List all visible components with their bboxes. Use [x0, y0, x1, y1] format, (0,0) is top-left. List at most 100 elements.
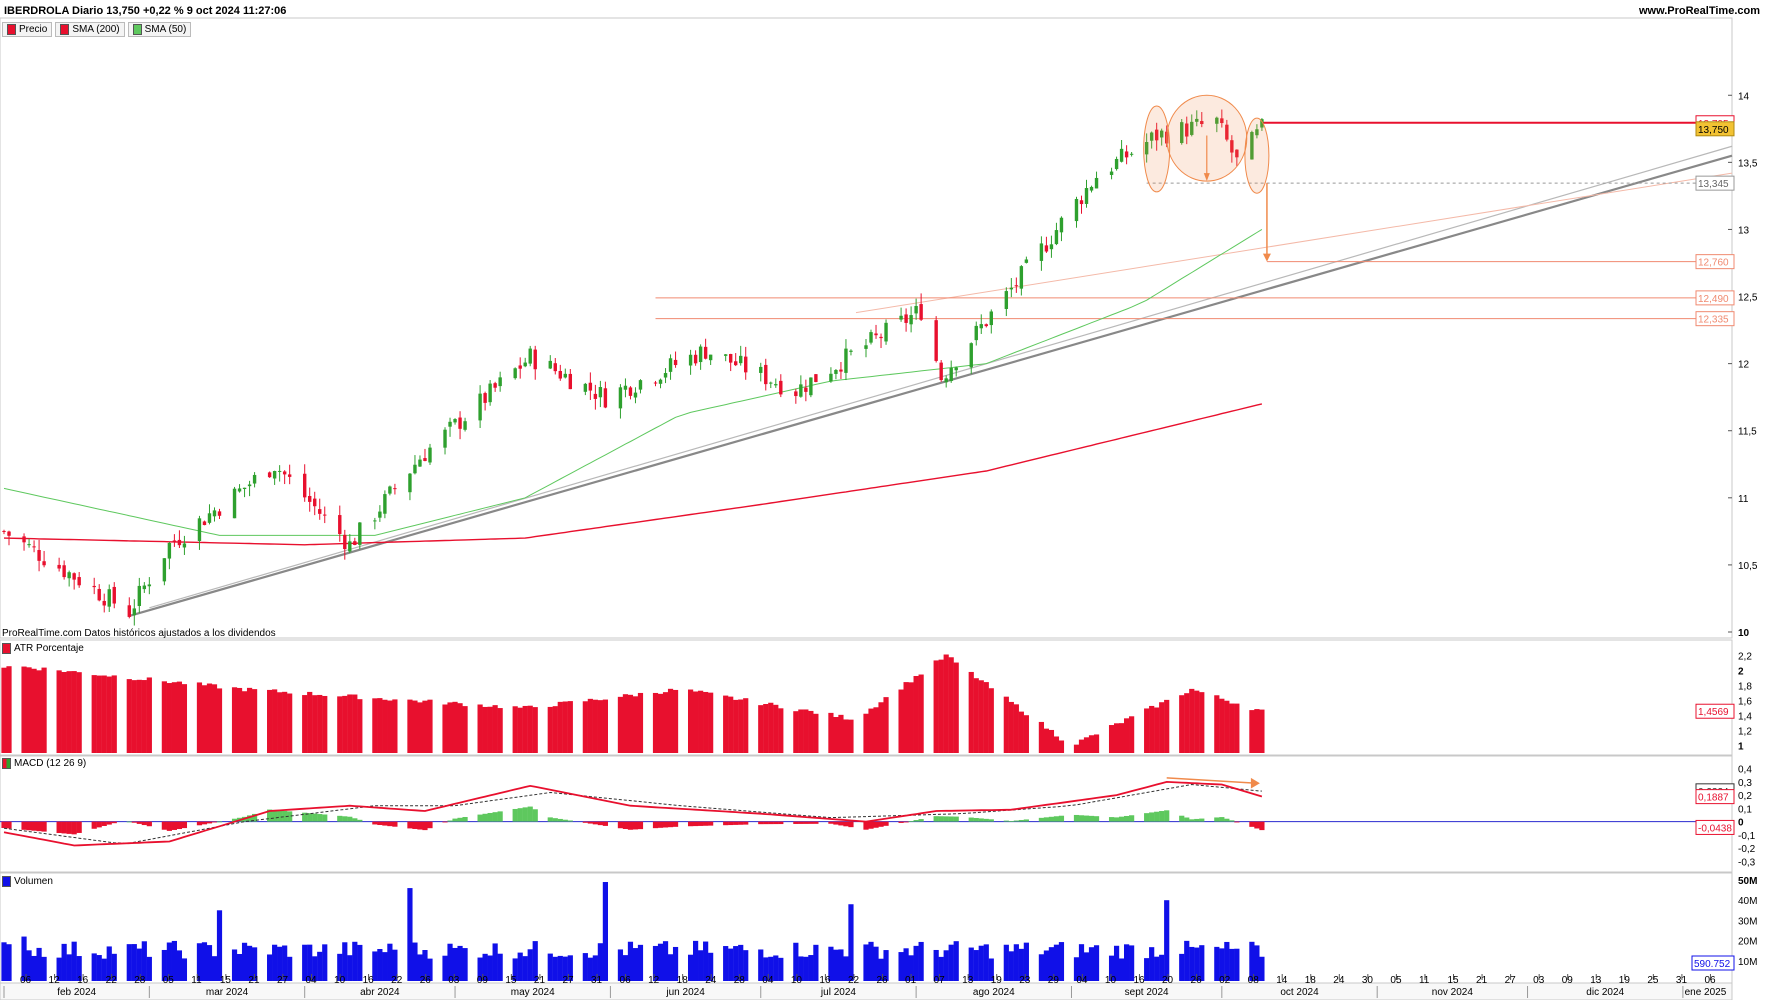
volume-bar: [1118, 958, 1125, 981]
macd-histogram-bar: [698, 821, 704, 826]
candle-body: [733, 361, 738, 366]
day-tick-label: 28: [134, 975, 146, 986]
atr-bar: [1043, 728, 1050, 753]
legend-sma50[interactable]: SMA (50): [127, 22, 192, 37]
macd-histogram-bar: [352, 818, 358, 822]
volume-bar: [522, 956, 528, 981]
month-label: jul 2024: [820, 987, 856, 998]
candle-body: [728, 353, 733, 363]
macd-tick-label: 0,1: [1738, 804, 1752, 815]
volume-bar: [988, 958, 994, 981]
sma200-swatch-icon: [60, 24, 70, 35]
volume-bar: [1189, 946, 1195, 981]
volume-bar: [798, 956, 804, 981]
macd-legend[interactable]: MACD (12 26 9): [2, 758, 86, 769]
volume-bar: [617, 949, 624, 981]
atr-bar: [171, 682, 177, 753]
atr-tick-label: 1,4: [1738, 712, 1752, 723]
legend-sma200[interactable]: SMA (200): [55, 22, 125, 37]
volume-bar: [552, 956, 558, 981]
candle-body: [708, 354, 713, 361]
day-tick-label: 31: [591, 975, 603, 986]
candle-body: [548, 360, 552, 369]
volume-bar: [868, 941, 874, 981]
macd-histogram-bar: [943, 816, 949, 822]
atr-tick-label: 1: [1738, 742, 1744, 753]
candle-body: [302, 473, 307, 498]
volume-bar: [728, 948, 734, 981]
atr-bar: [1254, 709, 1260, 753]
atr-bar: [913, 675, 919, 753]
candle-body: [483, 393, 487, 403]
macd-histogram-bar: [1053, 816, 1060, 822]
atr-bar: [1083, 737, 1090, 753]
volume-bar: [723, 946, 729, 981]
candle-body: [849, 350, 853, 352]
candle-body: [904, 314, 908, 323]
legend-price[interactable]: Precio: [2, 22, 53, 37]
volume-bar: [1, 942, 7, 981]
macd-histogram-bar: [1023, 819, 1029, 822]
atr-bar: [562, 701, 568, 753]
volume-bar: [687, 954, 694, 981]
macd-histogram-bar: [1073, 814, 1080, 822]
volume-bar: [1008, 951, 1014, 981]
candle-body: [1019, 266, 1024, 289]
macd-swatch-icon: [2, 758, 11, 769]
price-tick-label: 13,5: [1738, 158, 1758, 169]
atr-bar: [382, 699, 388, 753]
day-tick-label: 21: [534, 975, 546, 986]
atr-bar: [1249, 710, 1255, 753]
candle-body: [1250, 132, 1254, 160]
atr-bar: [933, 660, 939, 753]
volume-bar: [828, 946, 834, 981]
atr-bar: [1093, 734, 1100, 753]
day-tick-label: 06: [620, 975, 632, 986]
trendline-main: [128, 154, 1733, 617]
macd-histogram-bar: [1199, 818, 1205, 822]
atr-bar: [522, 705, 528, 753]
atr-bar: [387, 700, 393, 753]
candle-body: [197, 518, 202, 542]
volume-bar: [1078, 944, 1085, 981]
macd-histogram-bar: [687, 821, 694, 827]
day-tick-label: 02: [1219, 975, 1231, 986]
candle-body: [162, 558, 167, 582]
volume-bar: [392, 949, 398, 981]
candle-body: [132, 608, 137, 616]
atr-bar: [1118, 723, 1125, 753]
site-link[interactable]: www.ProRealTime.com: [1638, 5, 1760, 17]
macd-histogram-bar: [1224, 818, 1230, 822]
atr-legend[interactable]: ATR Porcentaje: [2, 643, 84, 654]
month-label: dic 2024: [1586, 987, 1624, 998]
candle-body: [593, 393, 598, 399]
sma200-line: [3, 403, 1263, 546]
macd-histogram-bar: [602, 821, 608, 826]
day-tick-label: 24: [705, 975, 717, 986]
volume-bar: [778, 957, 784, 981]
volume-bar: [71, 941, 77, 981]
atr-bar: [1164, 699, 1170, 753]
volume-bar: [1003, 944, 1009, 981]
macd-histogram-bar: [1194, 818, 1200, 822]
macd-histogram-bar: [1214, 817, 1220, 822]
volume-bar: [938, 956, 944, 981]
candle-body: [72, 573, 76, 580]
price-label-target: 12,760: [1698, 258, 1729, 269]
macd-histogram-bar: [828, 821, 834, 824]
volume-bar: [487, 955, 493, 981]
volume-value-label: 590.752: [1694, 959, 1731, 970]
volume-bar: [758, 949, 764, 981]
volume-bar: [322, 944, 328, 981]
volume-legend[interactable]: Volumen: [2, 876, 53, 887]
day-tick-label: 15: [505, 975, 517, 986]
macd-divergence-line: [1166, 777, 1257, 784]
volume-bar: [833, 949, 839, 981]
price-tick-label: 12,5: [1738, 293, 1758, 304]
volume-bar: [773, 955, 779, 981]
candle-body: [1149, 132, 1154, 141]
macd-histogram-bar: [778, 821, 784, 825]
volume-bar: [1214, 946, 1220, 981]
atr-bar: [728, 696, 734, 753]
